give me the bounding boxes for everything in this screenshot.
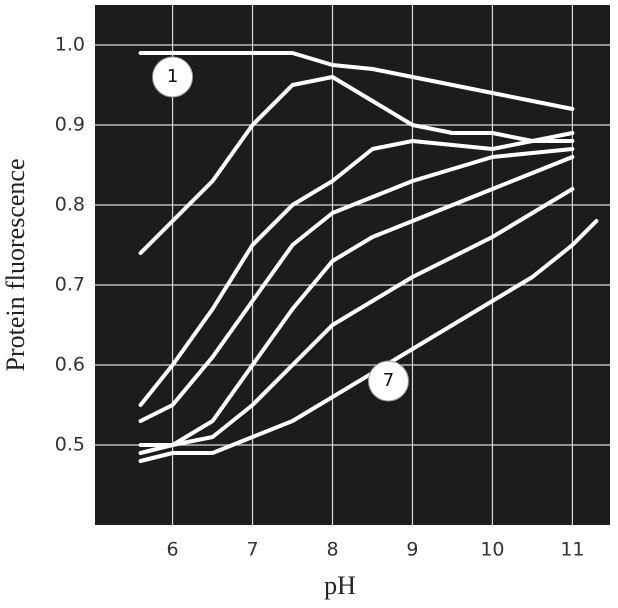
y-tick-label: 0.5 (55, 434, 85, 456)
y-axis-title: Protein fluorescence (1, 159, 30, 372)
x-tick-label: 11 (560, 539, 584, 561)
series-line (138, 75, 575, 255)
series-line (138, 147, 575, 423)
x-tick-label: 9 (406, 539, 418, 561)
y-tick-label: 0.7 (55, 274, 85, 296)
x-axis-title: pH (324, 571, 356, 600)
annotation-badge (152, 56, 194, 98)
y-tick-label: 0.8 (55, 194, 85, 216)
series-line (138, 187, 575, 455)
series-line (138, 131, 575, 407)
annotation: 1 (167, 66, 178, 87)
x-tick-label: 8 (326, 539, 338, 561)
x-tick-label: 10 (480, 539, 504, 561)
series-line (138, 155, 575, 447)
y-tick-label: 1.0 (55, 34, 85, 56)
x-tick-label: 7 (246, 539, 258, 561)
series-line (138, 51, 575, 111)
y-tick-label: 0.6 (55, 354, 85, 376)
y-tick-label: 0.9 (55, 114, 85, 136)
annotation: 7 (383, 370, 394, 391)
x-tick-label: 6 (167, 539, 179, 561)
annotation-badge (367, 360, 409, 402)
